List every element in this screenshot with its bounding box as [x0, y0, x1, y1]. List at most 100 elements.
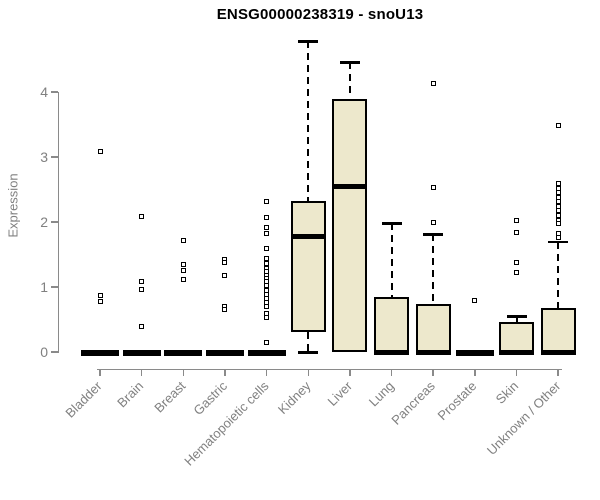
outlier-point	[139, 287, 145, 293]
x-tick-label: Hematopoietic cells	[181, 378, 272, 469]
collapsed-box-median	[81, 349, 119, 356]
outlier-point	[555, 213, 561, 218]
outlier-point	[430, 185, 436, 191]
x-axis-tick	[224, 368, 226, 376]
x-axis-tick	[140, 368, 143, 376]
x-tick-label: Pancreas	[388, 378, 439, 428]
outlier-point	[555, 235, 561, 241]
outlier-point	[514, 218, 519, 224]
y-tick-label: 3	[40, 149, 48, 165]
outlier-point	[97, 292, 103, 298]
y-axis-tick	[51, 156, 59, 158]
upper-whisker-cap	[381, 222, 402, 225]
outlier-point	[264, 255, 270, 261]
collapsed-box-median	[205, 349, 244, 356]
outlier-point	[555, 230, 561, 236]
outlier-point	[264, 310, 270, 316]
x-axis-tick	[265, 368, 268, 376]
y-tick-label: 0	[40, 344, 48, 360]
outlier-point	[514, 270, 519, 276]
outlier-point	[472, 297, 478, 303]
outlier-point	[139, 279, 145, 285]
y-tick-label: 4	[40, 84, 48, 100]
x-axis-tick	[307, 368, 309, 376]
x-axis-tick	[474, 368, 476, 376]
upper-whisker	[557, 241, 560, 309]
outlier-point	[97, 299, 103, 305]
outlier-point	[97, 149, 103, 155]
box	[415, 303, 451, 352]
collapsed-box-median	[122, 349, 161, 356]
x-tick-label: Prostate	[434, 378, 480, 424]
lower-whisker-cap	[298, 351, 319, 354]
outlier-point	[180, 238, 186, 244]
box	[540, 308, 576, 352]
collapsed-box-median	[247, 349, 286, 356]
outlier-point	[555, 180, 561, 186]
x-tick-label: Lung	[365, 378, 397, 410]
outlier-point	[555, 208, 561, 214]
median-line	[540, 349, 576, 355]
outlier-point	[264, 225, 270, 231]
x-tick-label: Bladder	[62, 378, 105, 421]
outlier-point	[264, 214, 270, 220]
x-tick-label: Unknown / Other	[483, 378, 564, 458]
upper-whisker	[515, 316, 518, 323]
upper-whisker	[307, 41, 310, 201]
y-axis-tick	[51, 351, 59, 353]
upper-whisker-cap	[506, 315, 527, 318]
upper-whisker-cap	[339, 61, 360, 64]
upper-whisker	[390, 223, 393, 297]
collapsed-box-median	[455, 349, 494, 356]
upper-whisker-cap	[548, 240, 569, 243]
outlier-point	[264, 245, 270, 251]
outlier-point	[264, 315, 270, 321]
outlier-point	[555, 190, 561, 196]
x-axis-tick	[432, 368, 434, 376]
outlier-point	[514, 260, 519, 266]
upper-whisker	[432, 234, 435, 304]
outlier-point	[139, 324, 145, 330]
outlier-point	[264, 283, 270, 289]
outlier-point	[180, 268, 186, 274]
median-line	[499, 349, 534, 355]
x-tick-label: Liver	[324, 378, 355, 409]
x-tick-label: Brain	[114, 378, 147, 411]
upper-whisker-cap	[423, 233, 444, 236]
outlier-point	[430, 219, 436, 225]
median-line	[374, 349, 410, 355]
outlier-point	[264, 199, 270, 205]
outlier-point	[555, 221, 561, 227]
outlier-point	[222, 273, 228, 279]
y-axis-tick	[51, 221, 59, 223]
collapsed-box-median	[164, 349, 203, 356]
outlier-point	[555, 185, 561, 191]
median-line	[290, 233, 326, 239]
y-tick-label: 1	[40, 279, 48, 295]
y-axis-tick	[51, 286, 59, 288]
outlier-point	[555, 203, 561, 209]
outlier-point	[180, 277, 186, 283]
box	[499, 322, 534, 352]
outlier-point	[555, 199, 561, 205]
outlier-point	[514, 229, 519, 235]
x-axis-tick	[99, 368, 101, 376]
x-tick-label: Gastric	[190, 378, 230, 419]
upper-whisker	[348, 62, 351, 99]
outlier-point	[264, 261, 270, 267]
x-axis-tick	[515, 368, 518, 376]
y-axis-line	[57, 92, 60, 353]
x-axis-tick	[349, 368, 351, 376]
outlier-point	[222, 260, 228, 266]
x-tick-label: Skin	[492, 378, 522, 407]
outlier-point	[264, 230, 270, 236]
x-tick-label: Kidney	[274, 378, 314, 418]
median-line	[332, 183, 368, 189]
outlier-point	[264, 340, 270, 346]
outlier-point	[555, 194, 561, 200]
x-axis-tick	[390, 368, 393, 376]
chart-title: ENSG00000238319 - snoU13	[216, 6, 424, 23]
box	[374, 296, 410, 352]
outlier-point	[264, 304, 270, 309]
